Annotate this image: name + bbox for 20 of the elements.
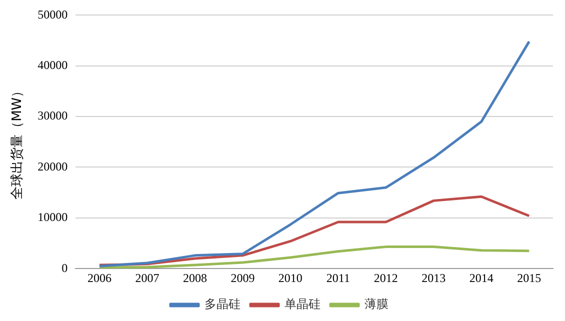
x-tick-label: 2007 <box>135 270 160 285</box>
y-tick-label: 0 <box>62 260 68 275</box>
x-tick-label: 2014 <box>469 270 494 285</box>
x-tick-label: 2008 <box>182 270 207 285</box>
y-axis-title: 全球出货量（MW） <box>10 84 26 200</box>
legend-label: 单晶硅 <box>284 297 320 312</box>
x-tick-label: 2015 <box>517 270 542 285</box>
y-tick-label: 30000 <box>38 108 68 123</box>
y-tick-label: 50000 <box>38 7 68 22</box>
x-tick-label: 2012 <box>374 270 398 285</box>
legend-label: 薄膜 <box>364 297 388 312</box>
x-tick-label: 2010 <box>278 270 302 285</box>
y-tick-label: 40000 <box>38 58 68 72</box>
x-tick-label: 2006 <box>87 270 112 285</box>
y-tick-label: 10000 <box>38 210 68 224</box>
y-tick-label: 20000 <box>38 159 68 174</box>
x-tick-label: 2011 <box>326 270 350 285</box>
legend-label: 多晶硅 <box>204 297 240 312</box>
x-tick-label: 2013 <box>422 270 446 285</box>
x-tick-label: 2009 <box>230 270 255 285</box>
